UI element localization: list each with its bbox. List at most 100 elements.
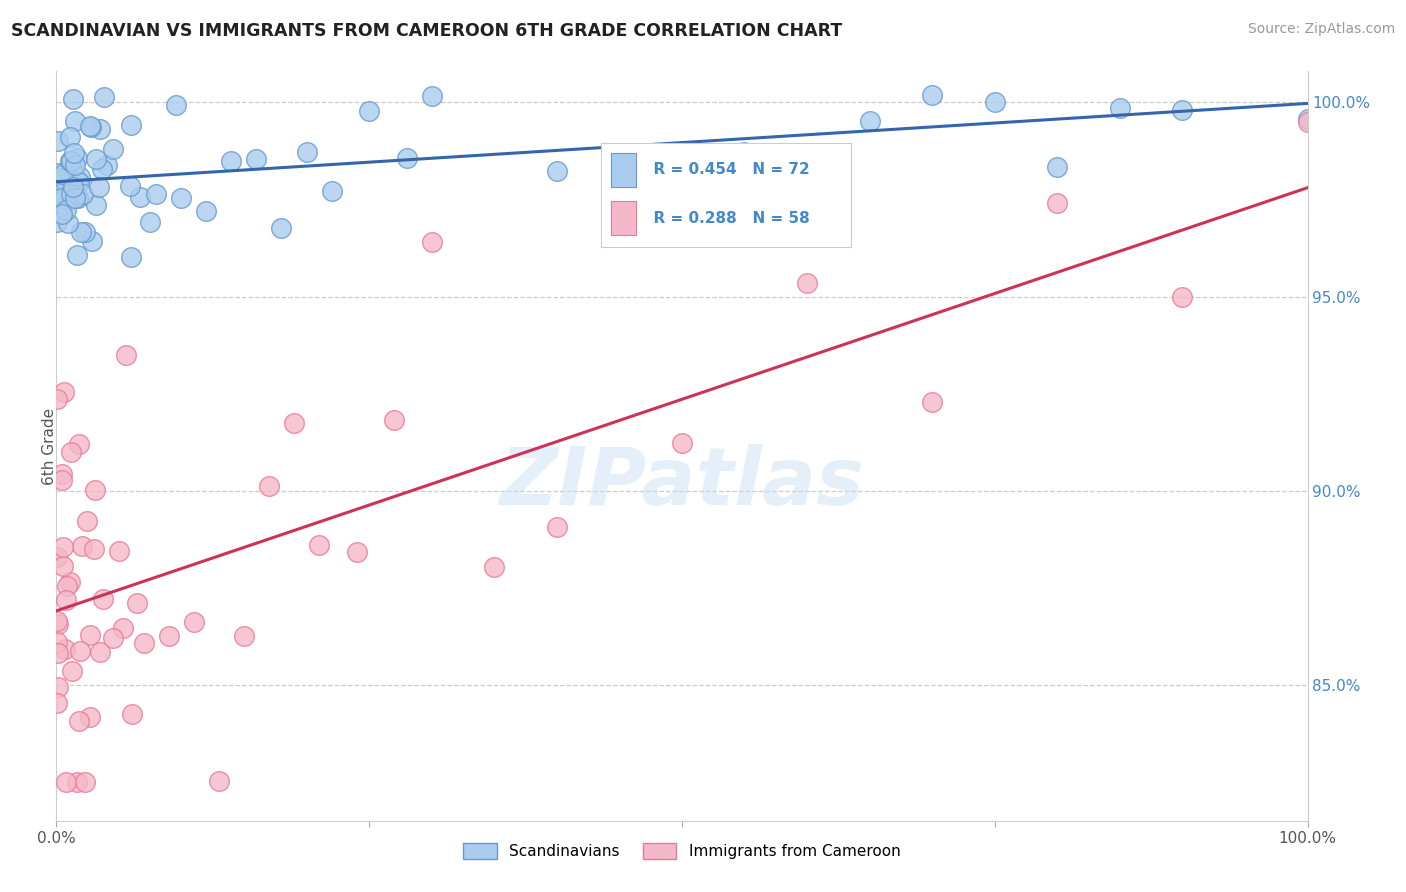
Point xyxy=(79,119,101,133)
Point xyxy=(129,190,152,204)
Text: ZIPatlas: ZIPatlas xyxy=(499,444,865,523)
Point xyxy=(87,180,110,194)
Point xyxy=(67,175,90,189)
Point xyxy=(60,664,83,678)
Point xyxy=(55,186,77,200)
Point xyxy=(165,98,187,112)
Point xyxy=(53,192,76,206)
Point xyxy=(1171,103,1194,117)
Point xyxy=(257,479,280,493)
Point xyxy=(46,646,69,660)
Point xyxy=(132,636,155,650)
Point xyxy=(245,152,267,166)
Point xyxy=(46,680,69,694)
Point xyxy=(62,180,84,194)
Point xyxy=(308,538,330,552)
Point xyxy=(75,774,97,789)
Legend: Scandinavians, Immigrants from Cameroon: Scandinavians, Immigrants from Cameroon xyxy=(457,838,907,865)
Point xyxy=(921,87,943,102)
Point xyxy=(671,435,693,450)
Point xyxy=(295,145,318,159)
Point xyxy=(546,164,568,178)
Point xyxy=(121,707,143,722)
Point xyxy=(91,591,114,606)
Point xyxy=(70,539,93,553)
Point xyxy=(46,697,69,711)
Point xyxy=(55,774,77,789)
Point xyxy=(395,151,418,165)
Point xyxy=(170,191,193,205)
Point xyxy=(101,142,124,156)
Point xyxy=(59,153,82,168)
Point xyxy=(86,198,108,212)
Point xyxy=(62,92,84,106)
Point xyxy=(69,644,91,658)
Point xyxy=(63,191,86,205)
Point xyxy=(858,113,880,128)
Point xyxy=(59,154,82,169)
Point xyxy=(183,615,205,629)
Point xyxy=(66,175,89,189)
Point xyxy=(55,592,77,607)
Point xyxy=(420,235,443,249)
Point xyxy=(233,629,256,643)
Point xyxy=(96,158,118,172)
Point xyxy=(1109,101,1132,115)
Point xyxy=(66,774,89,789)
Point xyxy=(49,192,72,206)
Point xyxy=(56,194,79,209)
Point xyxy=(65,187,87,202)
Point xyxy=(67,436,90,450)
Point xyxy=(51,467,73,481)
Point xyxy=(72,186,94,201)
Point xyxy=(65,248,87,262)
Point xyxy=(80,234,103,248)
Point xyxy=(420,88,443,103)
Point xyxy=(145,187,167,202)
Point xyxy=(53,642,76,657)
Point xyxy=(48,170,70,185)
Point xyxy=(59,575,82,590)
Point xyxy=(89,645,111,659)
Point xyxy=(139,215,162,229)
Point xyxy=(359,104,381,119)
Point xyxy=(382,413,405,427)
Point xyxy=(56,216,79,230)
Point xyxy=(546,519,568,533)
Point xyxy=(157,629,180,643)
Y-axis label: 6th Grade: 6th Grade xyxy=(42,408,56,484)
Point xyxy=(484,559,506,574)
Point xyxy=(46,616,69,631)
Point xyxy=(112,621,135,635)
Point xyxy=(63,113,86,128)
Point xyxy=(46,550,69,565)
Point xyxy=(48,166,70,180)
Point xyxy=(46,215,69,229)
Point xyxy=(60,184,83,198)
Point xyxy=(67,714,90,728)
Point xyxy=(52,168,75,182)
Point xyxy=(46,634,69,648)
Point xyxy=(1046,196,1069,211)
Point xyxy=(734,145,756,159)
Point xyxy=(208,773,231,788)
Point xyxy=(53,384,76,399)
Point xyxy=(55,579,77,593)
Point xyxy=(221,154,243,169)
Point xyxy=(195,204,218,219)
Point xyxy=(51,473,73,487)
Point xyxy=(66,151,89,165)
Point xyxy=(796,276,818,290)
Point xyxy=(59,445,82,459)
Point xyxy=(83,541,105,556)
Point xyxy=(120,118,142,132)
Point xyxy=(1046,161,1069,175)
Point xyxy=(84,483,107,497)
Point xyxy=(984,95,1007,109)
Point xyxy=(321,184,343,198)
Text: SCANDINAVIAN VS IMMIGRANTS FROM CAMEROON 6TH GRADE CORRELATION CHART: SCANDINAVIAN VS IMMIGRANTS FROM CAMEROON… xyxy=(11,22,842,40)
Point xyxy=(346,544,368,558)
Point xyxy=(76,514,98,528)
Point xyxy=(79,710,101,724)
Point xyxy=(52,540,75,554)
